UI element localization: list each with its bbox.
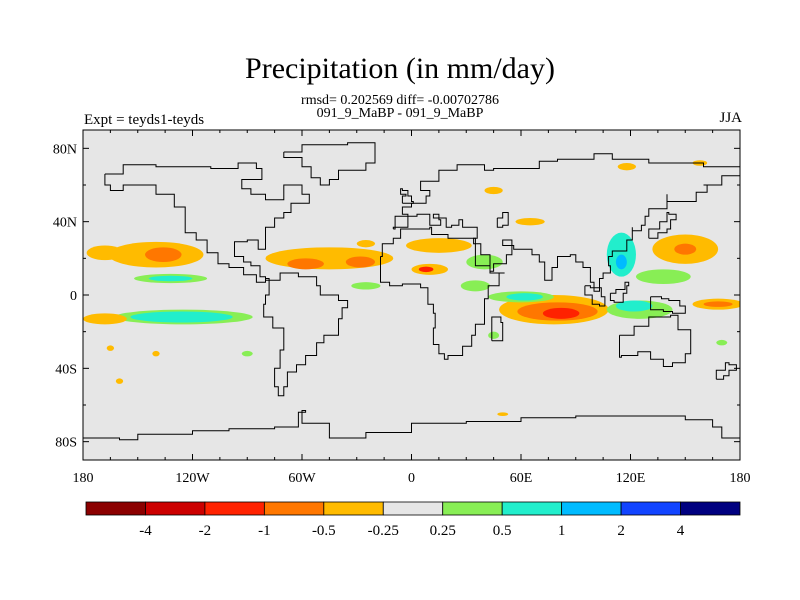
x-tick-label: 0 <box>408 471 415 486</box>
coastline-madagascar <box>491 316 504 342</box>
anomaly-pacific-s-orange <box>83 313 127 325</box>
x-tick-label: 60E <box>510 471 533 486</box>
x-tick-label: 180 <box>730 471 751 486</box>
colorbar-label: -2 <box>199 523 212 539</box>
anomaly-arabia-green <box>466 254 503 270</box>
chart-title: Precipitation (in mm/day) <box>245 52 555 85</box>
season-label: JJA <box>719 110 742 126</box>
anomaly-indian-ocean-core <box>542 307 580 319</box>
y-tick-label: 40N <box>53 216 77 231</box>
coastline-uk <box>400 188 414 204</box>
x-tick-label: 180 <box>73 471 94 486</box>
anomaly-europe-orange <box>356 240 375 248</box>
colorbar: -4 -2 -1 -0.5 -0.25 0.25 0.5 1 2 4 <box>85 501 741 539</box>
coastline-south-america <box>263 272 349 397</box>
coastline-africa <box>380 226 505 360</box>
coastline-eurasia <box>392 153 740 292</box>
coastline-japan <box>648 212 677 239</box>
anomaly-w-pacific-core <box>674 243 697 255</box>
coastline-australia <box>619 314 692 367</box>
colorbar-swatch <box>204 501 265 516</box>
anomaly-s-pacific-dot-3 <box>115 378 124 384</box>
anomaly-arctic-orange-1 <box>484 186 503 195</box>
coastline-greenland <box>283 142 376 186</box>
anomaly-atlantic-n-orange <box>265 247 394 270</box>
colorbar-swatch <box>85 501 146 516</box>
colorbar-swatch <box>501 501 563 516</box>
y-tick-label: 80S <box>55 436 77 451</box>
x-tick-label: 120E <box>616 471 646 486</box>
colorbar-swatch <box>263 501 325 516</box>
experiment-label: Expt = teyds1-teyds <box>84 112 205 128</box>
colorbar-swatch <box>561 501 622 516</box>
anomaly-pacific-n-core <box>145 247 182 262</box>
y-tick-label: 0 <box>70 289 77 304</box>
anomaly-sahel-core <box>418 266 434 273</box>
x-axis: 180 120W 60W 0 60E 120E 180 <box>73 130 751 486</box>
anomaly-india-green <box>460 280 490 292</box>
coastlines <box>83 142 740 441</box>
coastline-sumatra <box>584 285 606 307</box>
colorbar-swatch <box>442 501 503 516</box>
colorbar-label: -0.25 <box>368 523 399 539</box>
anomaly-africa-orange <box>406 238 472 253</box>
anomaly-regions <box>83 160 740 416</box>
colorbar-label: 0.5 <box>493 523 512 539</box>
anomaly-s-pacific-dot-2 <box>152 350 160 357</box>
anomaly-s-pacific-dot-1 <box>106 345 115 351</box>
colorbar-label: -0.5 <box>312 523 336 539</box>
colorbar-label: 4 <box>677 523 685 539</box>
anomaly-dateline-core <box>703 301 733 307</box>
coastline-new-zealand <box>715 362 737 380</box>
chart-runs-subtitle: 091_9_MaBP - 091_9_MaBP <box>316 106 484 121</box>
colorbar-label: 0.25 <box>430 523 456 539</box>
colorbar-label: -1 <box>258 523 271 539</box>
coastline-borneo <box>609 281 630 303</box>
anomaly-s-indian-dot <box>488 331 500 340</box>
chart-stats-subtitle: rmsd= 0.202569 diff= -0.00702786 <box>301 93 499 108</box>
anomaly-atlantic-n-core <box>287 258 324 270</box>
colorbar-label: 1 <box>558 523 566 539</box>
colorbar-swatch <box>620 501 681 516</box>
anomaly-atlantic-n-core2 <box>345 256 375 268</box>
y-tick-label: 40S <box>55 362 77 377</box>
x-tick-label: 120W <box>175 471 210 486</box>
anomaly-s-atlantic-dot <box>241 350 253 357</box>
plot-background <box>83 130 740 460</box>
anomaly-n-asia-orange <box>515 218 545 226</box>
anomaly-s-ocean-dot-2 <box>497 412 509 416</box>
anomaly-indian-ocean-teal <box>506 293 543 301</box>
y-tick-label: 80N <box>53 142 77 157</box>
anomaly-w-pacific-s-teal <box>615 300 653 312</box>
colorbar-label: -4 <box>139 523 152 539</box>
anomaly-pacific-n-teal <box>148 275 193 282</box>
colorbar-swatch <box>323 501 384 516</box>
anomaly-e-pacific-orange <box>86 245 124 261</box>
coastline-caspian <box>496 212 509 228</box>
anomaly-s-ocean-dot <box>716 339 728 346</box>
coastline-new-guinea <box>650 296 686 314</box>
y-axis: 80N 40N 0 40S 80S <box>53 142 740 451</box>
anomaly-arctic-orange-2 <box>617 163 636 171</box>
anomaly-w-pacific-green <box>635 269 691 284</box>
colorbar-swatch <box>382 501 444 516</box>
coastline-antarctica <box>83 410 740 441</box>
coastline-north-america <box>104 162 310 283</box>
colorbar-label: 2 <box>617 523 625 539</box>
anomaly-atlantic-n-green <box>351 282 381 290</box>
x-tick-label: 60W <box>288 471 316 486</box>
colorbar-swatch <box>680 501 741 516</box>
anomaly-pacific-s-teal <box>130 311 233 323</box>
anomaly-e-asia-blue <box>615 254 627 270</box>
colorbar-swatch <box>145 501 206 516</box>
